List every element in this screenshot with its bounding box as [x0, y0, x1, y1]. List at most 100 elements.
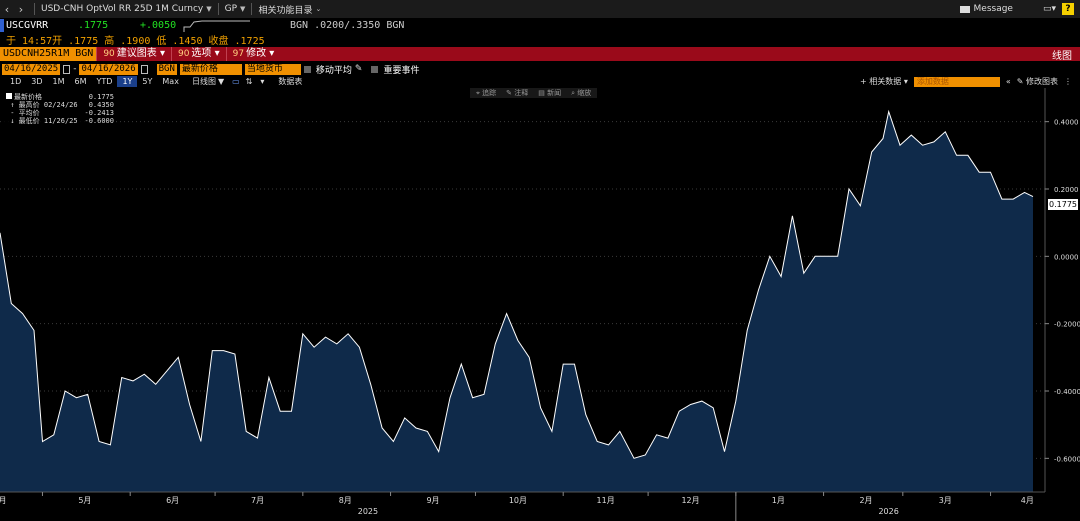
- topbar-right: Message ▭▾ ?: [959, 0, 1080, 18]
- source-field[interactable]: BGN: [156, 63, 177, 75]
- x-tick-label: 4月: [1021, 496, 1034, 505]
- related-functions-menu[interactable]: 相关功能目录: [258, 5, 313, 16]
- price-field-select[interactable]: 最新价格: [179, 63, 242, 75]
- double-chevron-down-icon[interactable]: ⌄: [315, 5, 322, 13]
- sparkline-icon: [183, 20, 250, 32]
- chart-legend: 最新价格 0.1775 ↑ 最高价 02/24/26 0.4350 - 平均价 …: [4, 92, 116, 126]
- period-tab-1d[interactable]: 1D: [10, 77, 22, 86]
- calendar-icon[interactable]: [140, 64, 148, 74]
- chevron-down-icon[interactable]: ▼: [217, 77, 225, 86]
- message-button[interactable]: Message: [959, 4, 1013, 14]
- options-button[interactable]: 90 选项 ▾: [170, 47, 226, 61]
- pencil-icon[interactable]: ✎: [354, 64, 363, 74]
- price-change: +.0050: [140, 20, 177, 31]
- period-tab-6m[interactable]: 6M: [74, 77, 87, 86]
- period-row: 1D 3D 1M 6M YTD 1Y 5Y Max 日线图 ▼ ▭ ⇅ ▾ 数据表 + 相关数…: [0, 76, 1080, 87]
- moving-average-checkbox[interactable]: [303, 65, 311, 73]
- x-tick-label: 6月: [166, 496, 179, 505]
- related-data-button[interactable]: + 相关数据 ▾: [860, 77, 908, 86]
- quote-high: 高 .1900: [104, 36, 151, 47]
- envelope-icon: [959, 5, 970, 13]
- toolbar-right: + 相关数据 ▾ 添加数据 « ✎ 修改图表 ⋮: [860, 76, 1072, 87]
- end-date-field[interactable]: 04/16/2026: [79, 63, 138, 75]
- security-selector[interactable]: USD-CNH OptVol RR 25D 1M Curncy: [41, 4, 204, 14]
- x-tick-label: 11月: [597, 496, 615, 505]
- legend-date: 02/24/26: [43, 101, 78, 109]
- chart-style-icon[interactable]: ▭: [232, 77, 240, 86]
- forward-arrow-icon[interactable]: ›: [18, 2, 24, 16]
- period-tab-3d[interactable]: 3D: [31, 77, 43, 86]
- moving-average-label: 移动平均: [315, 65, 352, 76]
- button-number: 97: [232, 49, 245, 59]
- quote-row: USCGVRR .1775 +.0050 BGN .0200/.3350 BGN: [0, 18, 1080, 33]
- start-date-field[interactable]: 04/16/2025: [2, 63, 61, 75]
- date-range-row: 04/16/2025 - 04/16/2026 BGN 最新价格 当地货币 移动…: [0, 63, 1080, 76]
- period-tab-5y[interactable]: 5Y: [142, 77, 153, 86]
- divider: [251, 3, 253, 15]
- command-bar: USDCNH25R1M BGN 90 建议图表 ▾ 90 选项 ▾ 97 修改 ▾ 线…: [0, 47, 1080, 62]
- chevron-down-icon[interactable]: ▼: [206, 5, 212, 13]
- button-label: 建议图表: [116, 48, 157, 59]
- price-chart[interactable]: 0.4000 0.2000 0.0000 -0.2000 -0.4000 -0.6000 4…: [0, 88, 1080, 521]
- suggested-charts-button[interactable]: 90 建议图表 ▾: [96, 47, 171, 61]
- legend-value: 0.4350: [88, 101, 114, 109]
- legend-row-low: ↓ 最低价 11/26/25 -0.6000: [6, 117, 114, 125]
- top-nav-bar: ‹ › USD-CNH OptVol RR 25D 1M Curncy ▼ GP…: [0, 0, 1080, 18]
- frequency-select[interactable]: 日线图: [191, 77, 216, 86]
- x-tick-label: 8月: [339, 496, 352, 505]
- period-tab-1y[interactable]: 1Y: [117, 76, 138, 87]
- y-tick-label: 0.2000: [1054, 186, 1079, 194]
- edit-chart-button[interactable]: ✎ 修改图表: [1016, 77, 1058, 86]
- settings-icon[interactable]: ⇅: [245, 77, 253, 86]
- period-tab-max[interactable]: Max: [162, 77, 179, 86]
- x-tick-label: 10月: [509, 496, 527, 505]
- period-tabs: 1D 3D 1M 6M YTD 1Y 5Y Max: [5, 76, 184, 87]
- chart-type-label: 线图: [1052, 50, 1072, 62]
- chart-tool-1[interactable]: ✎ 注释: [506, 89, 529, 97]
- collapse-icon[interactable]: «: [1005, 77, 1011, 86]
- more-icon[interactable]: ⋮: [1064, 77, 1072, 86]
- series-area: [0, 111, 1033, 492]
- button-label: 选项: [191, 48, 212, 59]
- data-table-button[interactable]: 数据表: [278, 77, 303, 86]
- ticker-command-input[interactable]: USDCNH25R1M BGN: [0, 47, 97, 61]
- quote-low: 低 .1450: [156, 36, 203, 47]
- help-icon[interactable]: ?: [1062, 3, 1074, 15]
- divider: [34, 3, 35, 15]
- window-icon[interactable]: ▭▾: [1042, 4, 1056, 14]
- back-arrow-icon[interactable]: ‹: [4, 2, 10, 16]
- legend-value: 0.1775: [88, 93, 114, 101]
- chart-tools-bar: ⌖ 追踪 ✎ 注释 ▤ 新闻 ⌕ 缩放: [470, 88, 598, 98]
- last-price: .1775: [78, 20, 109, 31]
- quote-time-open: 于 14:57开 .1775: [6, 36, 99, 47]
- button-number: 90: [103, 49, 115, 59]
- legend-value: -0.2413: [84, 109, 114, 117]
- x-tick-label: 12月: [681, 496, 699, 505]
- date-separator: -: [73, 64, 77, 74]
- last-value-badge: 0.1775: [1048, 199, 1078, 210]
- events-checkbox[interactable]: [371, 65, 379, 73]
- chart-tool-3[interactable]: ⌕ 缩放: [571, 89, 592, 97]
- edit-button[interactable]: 97 修改 ▾: [225, 47, 281, 61]
- chart-tool-0[interactable]: ⌖ 追踪: [476, 89, 497, 97]
- add-data-input[interactable]: 添加数据: [913, 76, 1000, 87]
- events-label: 重要事件: [383, 65, 420, 76]
- edit-chart-label: 修改图表: [1026, 77, 1058, 86]
- x-tick-label: 3月: [939, 496, 952, 505]
- period-tab-ytd[interactable]: YTD: [96, 77, 113, 86]
- period-tab-1m[interactable]: 1M: [52, 77, 65, 86]
- currency-select[interactable]: 当地货币: [244, 63, 301, 75]
- ticker-symbol: USCGVRR: [6, 20, 49, 31]
- calendar-icon[interactable]: [63, 64, 71, 74]
- chart-tool-2[interactable]: ▤ 新闻: [538, 89, 562, 97]
- source-selector[interactable]: GP: [224, 4, 238, 14]
- legend-label: 最高价: [18, 101, 40, 109]
- bid-ask: BGN .0200/.3350 BGN: [290, 20, 405, 31]
- x-tick-label: 2月: [859, 496, 872, 505]
- chevron-down-icon[interactable]: ▼: [240, 5, 246, 13]
- chevron-down-icon[interactable]: ▾: [260, 77, 265, 86]
- legend-row-high: ↑ 最高价 02/24/26 0.4350: [6, 101, 114, 109]
- legend-row-avg: - 平均价 -0.2413: [6, 109, 114, 117]
- button-number: 90: [177, 49, 190, 59]
- legend-label: 最低价: [18, 117, 40, 125]
